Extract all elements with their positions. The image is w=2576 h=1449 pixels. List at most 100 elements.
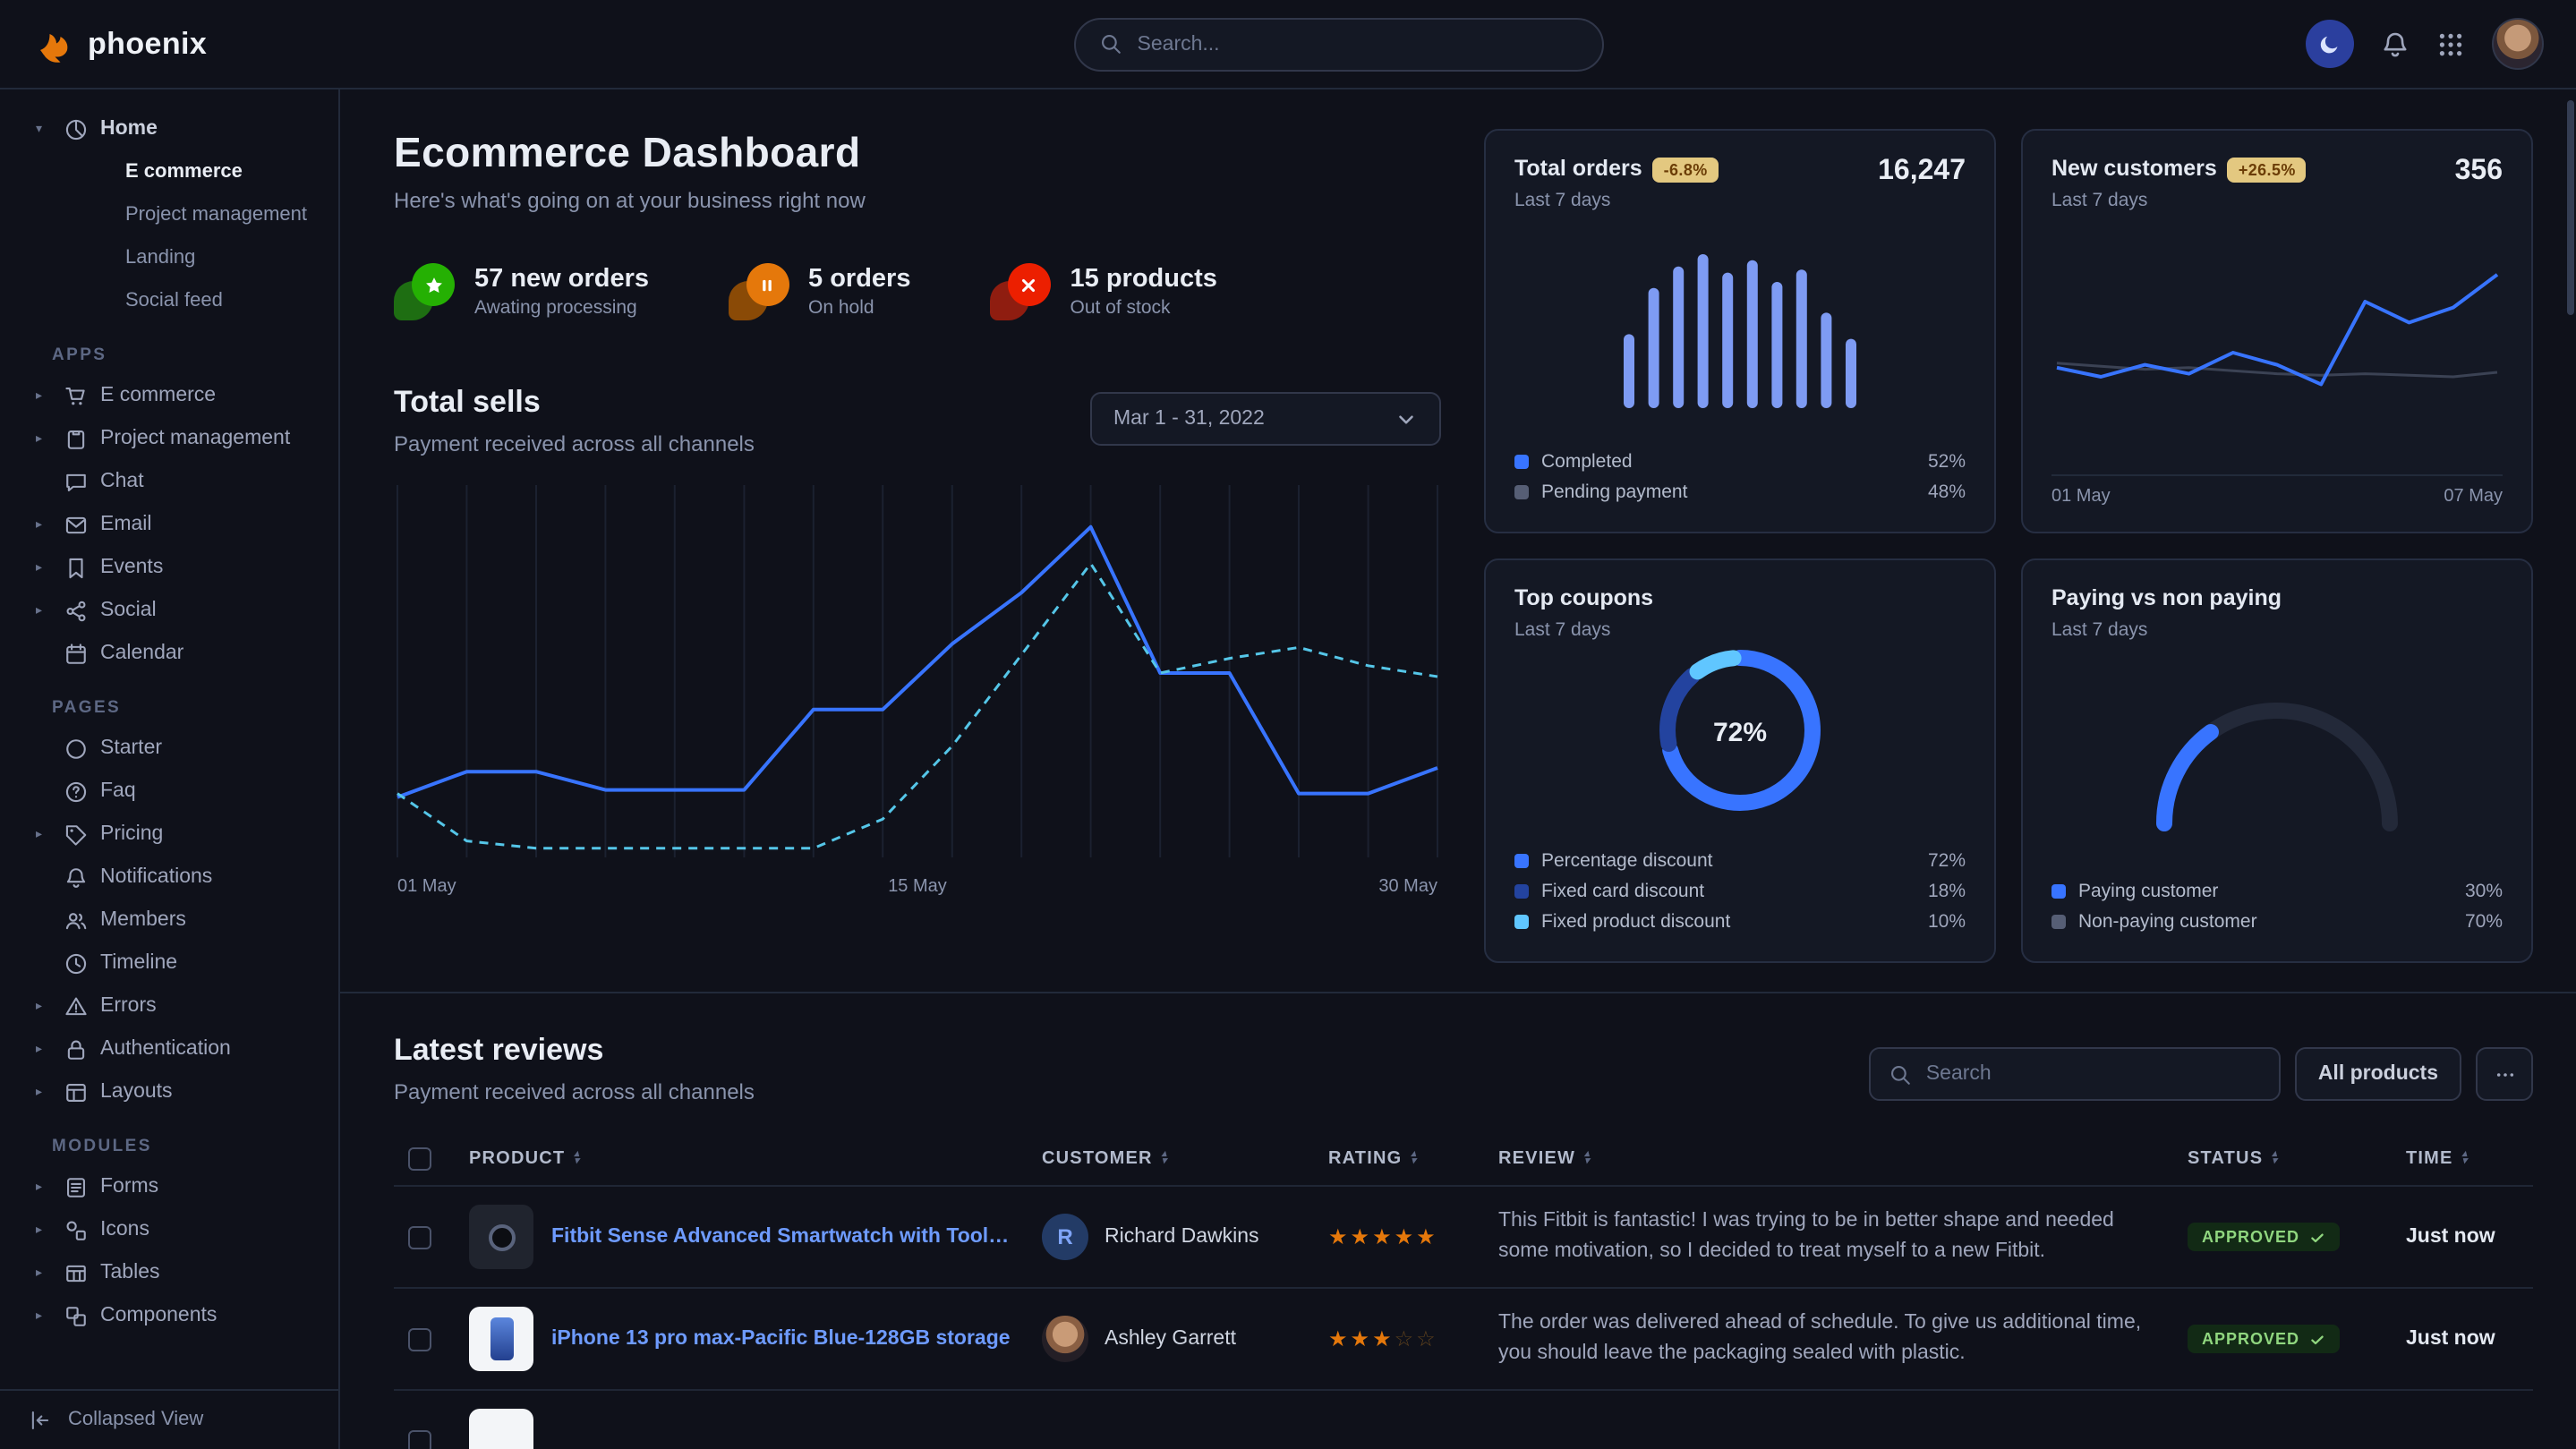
sidebar-item-calendar[interactable]: Calendar	[36, 632, 328, 675]
paying-gauge-chart	[2051, 641, 2503, 875]
sidebar-item-errors[interactable]: ▸ Errors	[36, 984, 328, 1027]
page-subtitle: Here's what's going on at your business …	[394, 188, 1441, 213]
sidebar-item-notifications[interactable]: Notifications	[36, 856, 328, 899]
row-checkbox[interactable]	[408, 1327, 431, 1351]
sidebar-item-label: Icons	[100, 1219, 149, 1240]
table-icon	[64, 1261, 88, 1284]
pause-icon	[728, 263, 789, 320]
sidebar-item-home[interactable]: ▾ Home	[36, 107, 328, 150]
theme-toggle-button[interactable]	[2306, 20, 2354, 68]
chevron-right-icon: ▸	[36, 1308, 52, 1323]
global-search[interactable]	[1075, 17, 1605, 71]
column-header-customer[interactable]: CUSTOMER▴▾	[1028, 1133, 1314, 1186]
sidebar-item-label: Email	[100, 514, 152, 535]
calendar-icon	[64, 642, 88, 665]
phoenix-logo-icon	[32, 22, 75, 65]
sidebar-item-layouts[interactable]: ▸Layouts	[36, 1070, 328, 1113]
app-window: phoenix ▾ Home E commerceProject managem…	[0, 0, 2576, 1449]
legend-item: Fixed card discount 18%	[1514, 875, 1966, 906]
review-row: iPhone 13 pro max-Pacific Blue-128GB sto…	[394, 1288, 2533, 1390]
customer-avatar: R	[1042, 1214, 1088, 1260]
all-products-button[interactable]: All products	[2295, 1047, 2461, 1101]
main-content: Ecommerce Dashboard Here's what's going …	[340, 89, 2576, 1449]
chevron-right-icon: ▸	[36, 1042, 52, 1056]
select-all-checkbox[interactable]	[408, 1147, 431, 1171]
sidebar-item-e-commerce[interactable]: ▸E commerce	[36, 374, 328, 417]
sidebar-item-forms[interactable]: ▸Forms	[36, 1165, 328, 1208]
table-header-row: PRODUCT▴▾ CUSTOMER▴▾ RATING▴▾ REVIEW▴▾ S…	[394, 1133, 2533, 1186]
chat-icon	[64, 470, 88, 493]
row-checkbox[interactable]	[408, 1429, 431, 1449]
sidebar-item-components[interactable]: ▸Components	[36, 1294, 328, 1337]
chevron-right-icon: ▸	[36, 1266, 52, 1280]
chevron-right-icon: ▸	[36, 827, 52, 841]
customer-avatar	[1042, 1316, 1088, 1362]
total-orders-card: Total orders-6.8% Last 7 days 16,247 Com…	[1484, 129, 1996, 533]
latest-reviews-section: Latest reviews Payment received across a…	[340, 993, 2576, 1449]
column-header-review[interactable]: REVIEW▴▾	[1484, 1133, 2173, 1186]
layout-icon	[64, 1080, 88, 1104]
paying-gauge-svg	[2143, 685, 2411, 831]
sidebar-subitem-e-commerce[interactable]: E commerce	[125, 150, 328, 193]
chevron-right-icon: ▸	[36, 517, 52, 532]
column-header-rating[interactable]: RATING▴▾	[1314, 1133, 1484, 1186]
section-label: PAGES	[52, 698, 328, 718]
sidebar-item-timeline[interactable]: Timeline	[36, 942, 328, 984]
chevron-right-icon: ▸	[36, 999, 52, 1013]
sidebar-item-label: Errors	[100, 995, 157, 1017]
sidebar-item-label: Authentication	[100, 1038, 231, 1060]
user-avatar[interactable]	[2492, 18, 2544, 70]
product-link[interactable]: Fitbit Sense Advanced Smartwatch with To…	[551, 1226, 1013, 1248]
sidebar-item-tables[interactable]: ▸Tables	[36, 1251, 328, 1294]
total-sells-chart	[394, 482, 1441, 866]
column-header-product[interactable]: PRODUCT▴▾	[455, 1133, 1028, 1186]
legend-swatch	[1514, 484, 1529, 499]
sidebar-item-chat[interactable]: Chat	[36, 460, 328, 503]
chevron-right-icon: ▸	[36, 431, 52, 446]
reviews-search-input[interactable]	[1926, 1063, 2261, 1085]
sidebar-item-members[interactable]: Members	[36, 899, 328, 942]
sidebar-item-label: Timeline	[100, 952, 177, 974]
product-link[interactable]: iPhone 13 pro max-Pacific Blue-128GB sto…	[551, 1328, 1011, 1350]
more-options-button[interactable]	[2476, 1047, 2533, 1101]
reviews-subtitle: Payment received across all channels	[394, 1079, 755, 1104]
scrollbar[interactable]	[2567, 100, 2574, 315]
sidebar-item-faq[interactable]: Faq	[36, 770, 328, 813]
sidebar-item-starter[interactable]: Starter	[36, 727, 328, 770]
card-title: New customers	[2051, 156, 2217, 181]
sidebar-subitem-landing[interactable]: Landing	[125, 236, 328, 279]
sidebar-item-project-management[interactable]: ▸Project management	[36, 417, 328, 460]
legend-swatch	[2051, 914, 2066, 928]
shapes-icon	[64, 1218, 88, 1241]
column-header-time[interactable]: TIME▴▾	[2392, 1133, 2533, 1186]
new-customers-svg	[2053, 259, 2501, 423]
notifications-button[interactable]	[2381, 30, 2410, 58]
chevron-right-icon: ▸	[36, 560, 52, 575]
sidebar-item-events[interactable]: ▸Events	[36, 546, 328, 589]
sidebar-item-authentication[interactable]: ▸ Authentication	[36, 1027, 328, 1070]
column-header-status[interactable]: STATUS▴▾	[2173, 1133, 2392, 1186]
tag-icon	[64, 823, 88, 846]
sidebar-item-icons[interactable]: ▸Icons	[36, 1208, 328, 1251]
sidebar-subitem-project-management[interactable]: Project management	[125, 193, 328, 236]
brand-name: phoenix	[88, 26, 207, 62]
review-time: Just now	[2392, 1186, 2533, 1288]
collapsed-view-button[interactable]: Collapsed View	[0, 1388, 338, 1449]
sidebar-item-email[interactable]: ▸ Email	[36, 503, 328, 546]
sidebar-subitem-social-feed[interactable]: Social feed	[125, 279, 328, 322]
brand-logo[interactable]: phoenix	[32, 22, 207, 65]
sidebar-item-pricing[interactable]: ▸Pricing	[36, 813, 328, 856]
reviews-search[interactable]	[1869, 1047, 2281, 1101]
share-icon	[64, 599, 88, 622]
legend-item: Paying customer 30%	[2051, 875, 2503, 906]
sidebar-section-apps: APPS▸E commerce▸Project managementChat▸E…	[36, 345, 328, 675]
apps-menu-button[interactable]	[2436, 30, 2465, 58]
sidebar-item-social[interactable]: ▸Social	[36, 589, 328, 632]
date-range-select[interactable]: Mar 1 - 31, 2022	[1090, 392, 1441, 446]
row-checkbox[interactable]	[408, 1225, 431, 1249]
sidebar-item-label: Calendar	[100, 643, 183, 664]
date-range-value: Mar 1 - 31, 2022	[1113, 408, 1265, 430]
global-search-input[interactable]	[1138, 33, 1580, 55]
sort-icon: ▴▾	[1162, 1152, 1168, 1166]
check-icon	[2308, 1331, 2324, 1347]
